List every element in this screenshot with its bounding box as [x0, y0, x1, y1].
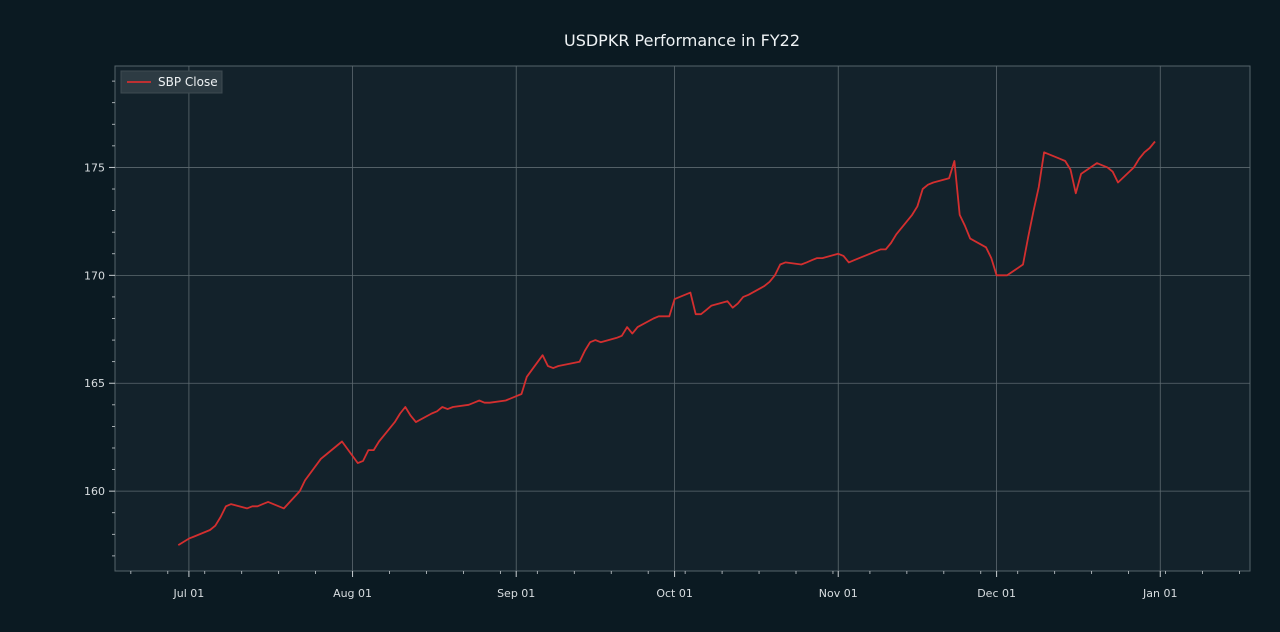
chart-title: USDPKR Performance in FY22	[564, 31, 800, 50]
x-tick-label: Oct 01	[656, 587, 693, 600]
y-tick-label: 170	[84, 269, 105, 282]
y-tick-label: 160	[84, 485, 105, 498]
legend-label-sbp-close: SBP Close	[158, 75, 218, 89]
x-tick-label: Jul 01	[173, 587, 205, 600]
axes: 160 165 170 175 Jul 01 Aug 01 Sep 01 Oct 01 Nov …	[84, 80, 1240, 600]
legend: SBP Close	[120, 70, 223, 94]
x-tick-label: Dec 01	[977, 587, 1016, 600]
y-tick-label: 175	[84, 161, 105, 174]
series-layer	[177, 140, 1156, 546]
y-tick-label: 165	[84, 377, 105, 390]
x-tick-label: Sep 01	[497, 587, 535, 600]
series-line-sbp-close	[177, 140, 1156, 546]
plot-area	[114, 65, 1251, 572]
legend-box	[120, 70, 223, 94]
x-tick-label: Aug 01	[333, 587, 372, 600]
gridlines	[115, 66, 1250, 571]
x-tick-label: Nov 01	[819, 587, 858, 600]
x-tick-label: Jan 01	[1142, 587, 1177, 600]
